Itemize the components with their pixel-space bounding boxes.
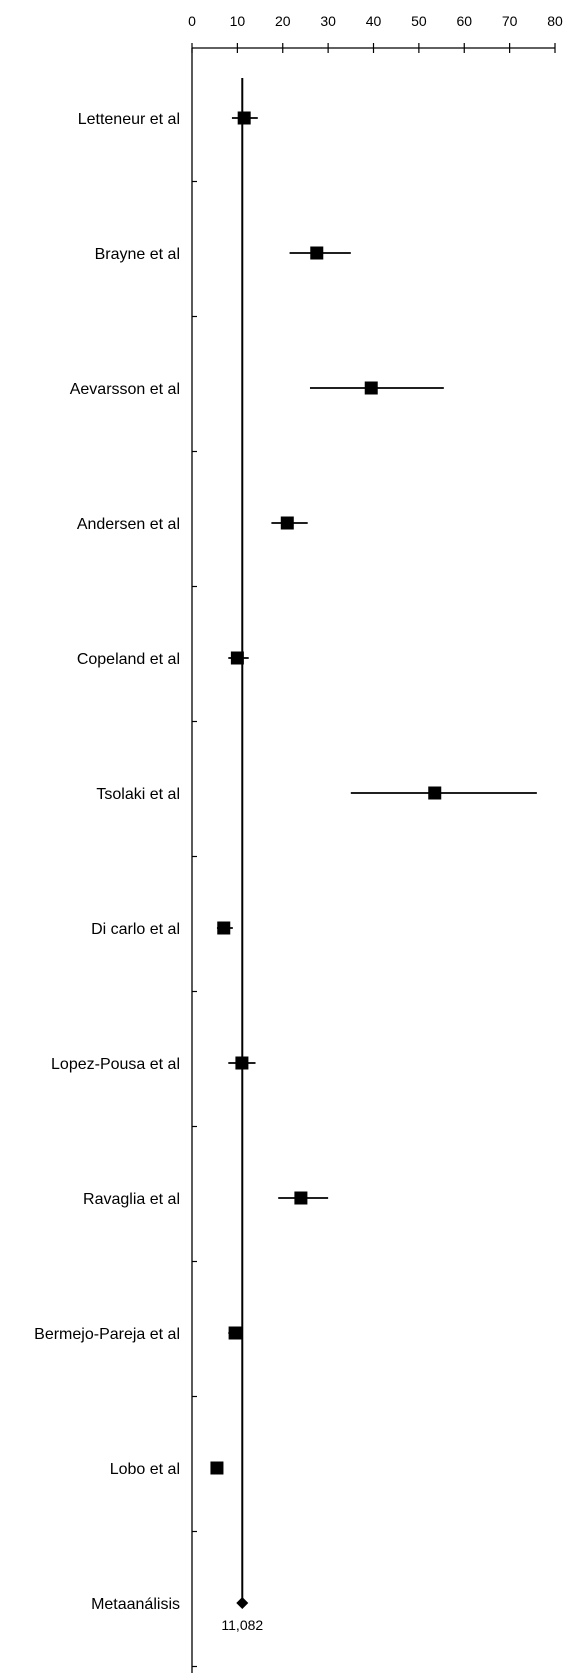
point-estimate-square — [280, 516, 294, 530]
x-tick-label: 60 — [456, 13, 472, 29]
study-label: Ravaglia et al — [83, 1191, 180, 1208]
study-label: Aevarsson et al — [70, 381, 180, 398]
point-estimate-square — [294, 1191, 308, 1205]
point-estimate-square — [428, 786, 442, 800]
x-tick-label: 70 — [502, 13, 518, 29]
point-estimate-square — [364, 381, 378, 395]
study-label: Letteneur et al — [78, 111, 180, 128]
point-estimate-square — [228, 1326, 242, 1340]
x-tick-label: 0 — [188, 13, 196, 29]
x-tick-label: 30 — [320, 13, 336, 29]
x-tick-label: 10 — [230, 13, 246, 29]
point-estimate-square — [230, 651, 244, 665]
point-estimate-square — [235, 1056, 249, 1070]
study-label: Copeland et al — [77, 651, 180, 668]
point-estimate-square — [237, 111, 251, 125]
meta-value-label: 11,082 — [221, 1617, 263, 1633]
study-label: Lobo et al — [110, 1461, 180, 1478]
study-label: Bermejo-Pareja et al — [34, 1326, 180, 1343]
meta-diamond — [236, 1597, 249, 1609]
point-estimate-square — [210, 1461, 224, 1475]
x-tick-label: 20 — [275, 13, 291, 29]
point-estimate-square — [217, 921, 231, 935]
study-label: Tsolaki et al — [96, 786, 180, 803]
meta-label: Metaanálisis — [91, 1596, 180, 1613]
study-label: Di carlo et al — [91, 921, 180, 938]
x-tick-label: 50 — [411, 13, 427, 29]
x-tick-label: 80 — [547, 13, 563, 29]
study-label: Lopez-Pousa et al — [51, 1056, 180, 1073]
study-label: Andersen et al — [77, 516, 180, 533]
x-tick-label: 40 — [366, 13, 382, 29]
study-label: Brayne et al — [95, 246, 180, 263]
point-estimate-square — [310, 246, 324, 260]
